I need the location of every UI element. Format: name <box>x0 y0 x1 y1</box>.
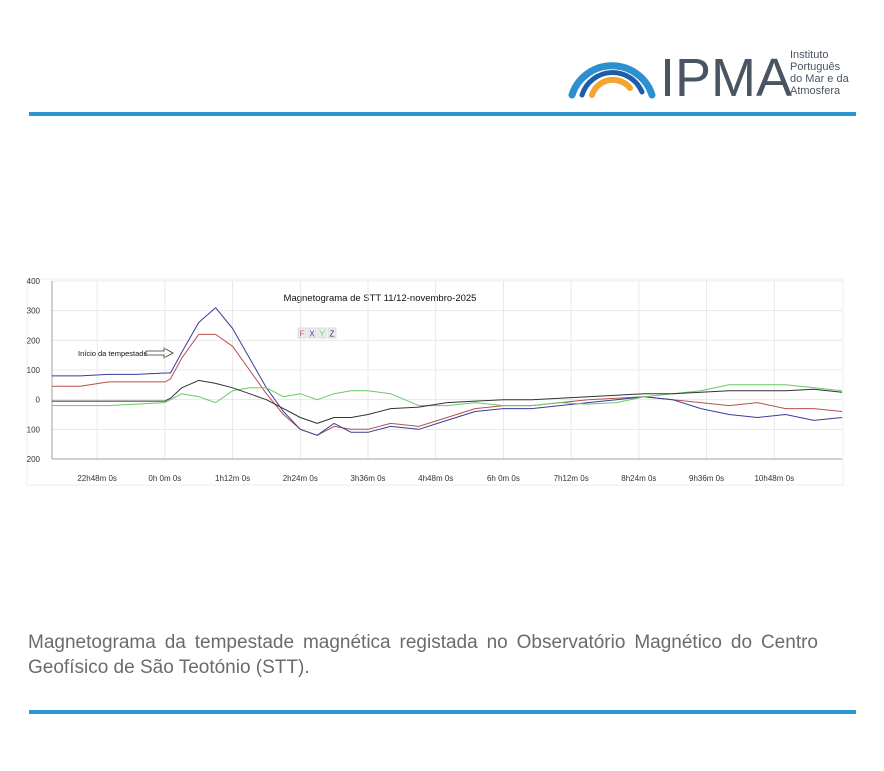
legend-label: Z <box>330 330 335 339</box>
y-tick-label: 100 <box>27 425 41 434</box>
x-tick-label: 10h48m 0s <box>754 474 794 483</box>
x-tick-label: 22h48m 0s <box>77 474 117 483</box>
legend-swatch <box>307 327 317 339</box>
x-tick-label: 2h24m 0s <box>283 474 318 483</box>
legend-swatch <box>297 327 307 339</box>
divider <box>29 112 856 116</box>
annotation: Início da tempestade <box>78 349 148 358</box>
logo-mark <box>568 62 656 99</box>
logo-text: IPMA <box>660 48 792 108</box>
chart-title: Magnetograma de STT 11/12-novembro-2025 <box>284 293 477 304</box>
institute-line: Atmosfera <box>790 85 841 97</box>
series-line <box>52 333 843 436</box>
legend-swatch <box>327 327 337 339</box>
y-tick-label: 300 <box>27 307 41 316</box>
annotation-arrow <box>145 347 174 359</box>
x-tick-label: 4h48m 0s <box>418 474 453 483</box>
divider <box>29 710 856 714</box>
y-tick-label: 200 <box>27 455 41 464</box>
y-tick-label: 0 <box>36 396 41 405</box>
caption: Magnetograma da tempestade magnética reg… <box>28 632 818 678</box>
x-tick-label: 6h 0m 0s <box>487 474 520 483</box>
chart: 400 300 200 100 0 100 200 22h48m 0s 0h 0m 0s 1h12… <box>27 277 843 483</box>
series-line <box>52 307 843 436</box>
x-tick-label: 1h12m 0s <box>215 474 250 483</box>
x-tick-label: 7h12m 0s <box>554 474 589 483</box>
institute-line: Instituto <box>790 49 829 61</box>
legend-swatch <box>317 327 327 339</box>
legend-label: F <box>300 330 305 339</box>
y-tick-label: 200 <box>27 336 41 345</box>
x-tick-label: 8h24m 0s <box>621 474 656 483</box>
legend-label: X <box>309 330 315 339</box>
y-tick-label: 400 <box>27 277 41 286</box>
x-tick-label: 0h 0m 0s <box>148 474 181 483</box>
institute-line: Português <box>790 61 841 73</box>
x-tick-label: 9h36m 0s <box>689 474 724 483</box>
series-line <box>52 379 843 424</box>
y-tick-label: 100 <box>27 366 41 375</box>
institute-line: do Mar e da <box>790 73 850 85</box>
legend-label: Y <box>319 330 325 339</box>
x-tick-label: 3h36m 0s <box>350 474 385 483</box>
